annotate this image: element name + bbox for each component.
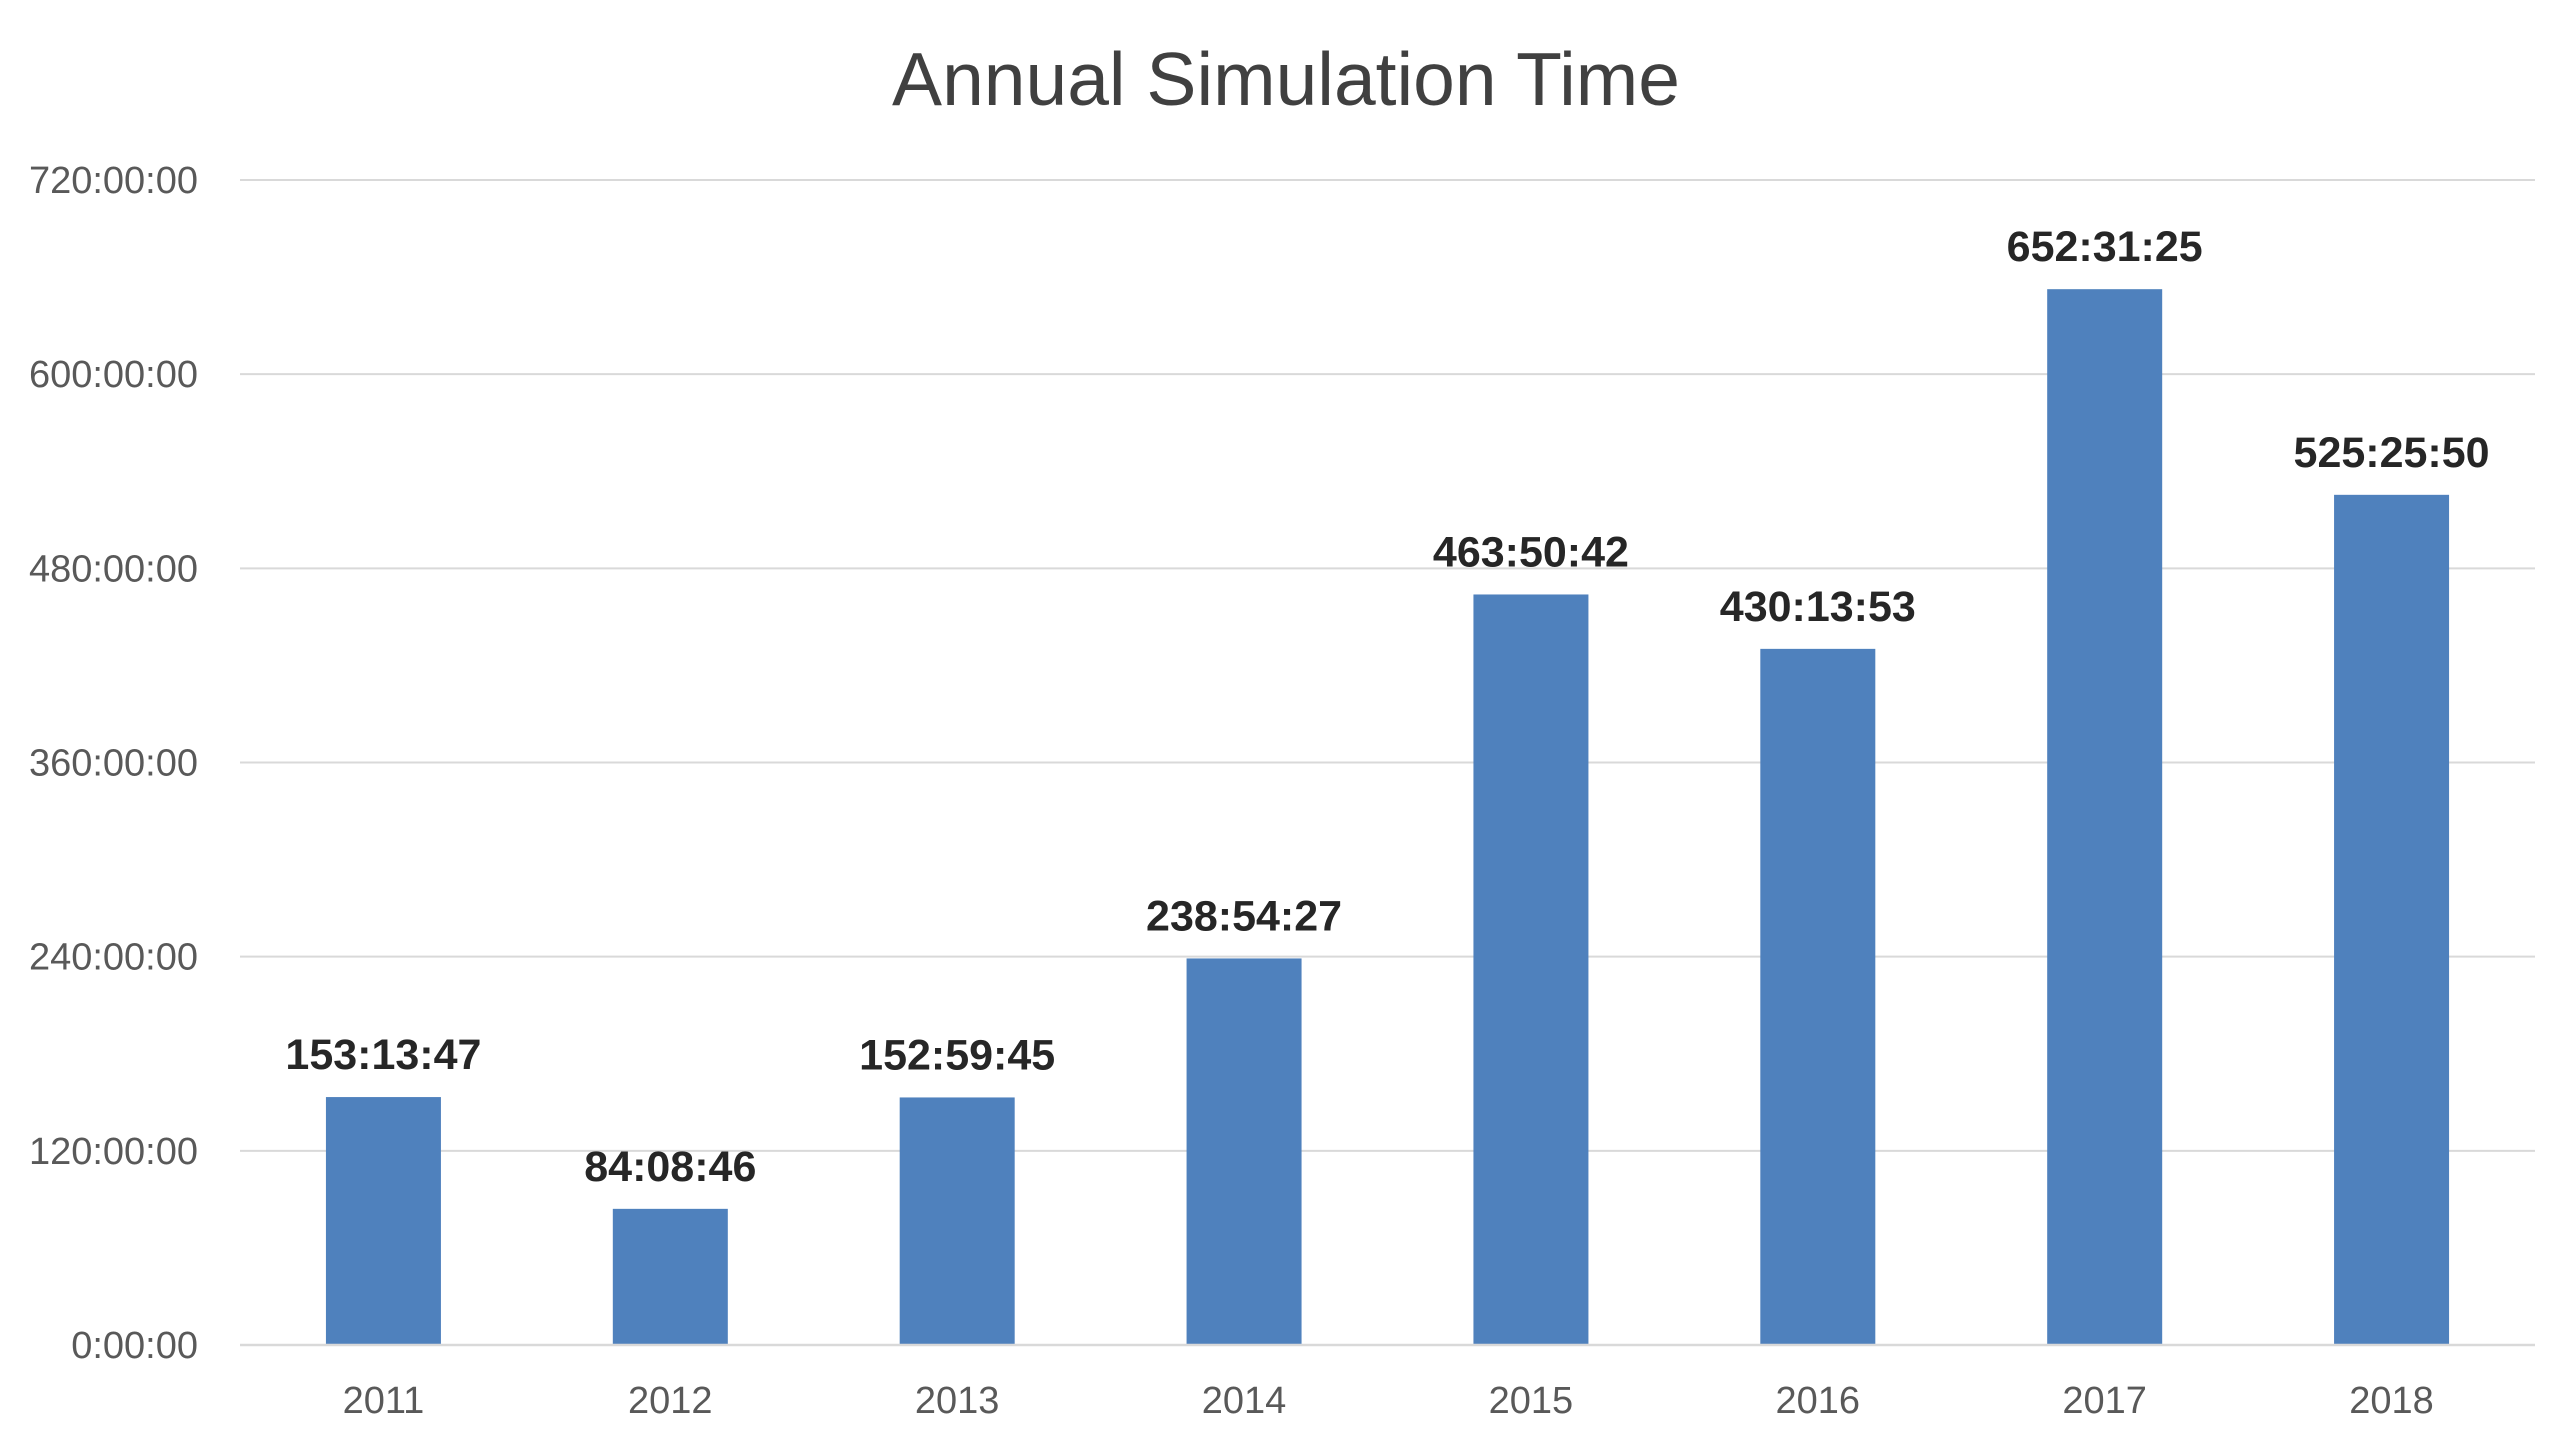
bar-2017 (2047, 289, 2163, 1346)
bar-2012 (612, 1208, 728, 1345)
data-label-2016: 430:13:53 (1720, 583, 1916, 631)
data-label-2011: 153:13:47 (285, 1031, 481, 1079)
x-tick-label-2011: 2011 (343, 1380, 425, 1422)
y-axis-tick-labels: 0:00:00 120:00:00 240:00:00 360:00:00 480:00… (29, 160, 198, 1367)
data-label-2017: 652:31:25 (2007, 223, 2203, 271)
x-axis-tick-labels: 2011 2012 2013 2014 2015 2016 2017 2018 (343, 1380, 2434, 1422)
bar-2011 (325, 1097, 441, 1345)
data-label-2015: 463:50:42 (1433, 528, 1629, 576)
chart-title: Annual Simulation Time (892, 37, 1680, 121)
y-tick-label: 720:00:00 (29, 160, 198, 202)
bar-2014 (1186, 958, 1302, 1345)
gridlines (240, 179, 2535, 1152)
bar-2013 (899, 1097, 1015, 1345)
x-tick-label-2018: 2018 (2349, 1380, 2434, 1422)
bar-2018 (2334, 494, 2450, 1345)
y-tick-label: 360:00:00 (29, 743, 198, 785)
bar-2016 (1760, 648, 1876, 1345)
y-tick-label: 240:00:00 (29, 937, 198, 979)
data-label-2014: 238:54:27 (1146, 892, 1342, 940)
data-label-2013: 152:59:45 (859, 1031, 1055, 1079)
y-tick-label: 120:00:00 (29, 1131, 198, 1173)
bars (325, 289, 2450, 1346)
x-tick-label-2016: 2016 (1776, 1380, 1861, 1422)
x-tick-label-2012: 2012 (628, 1380, 713, 1422)
y-tick-label: 0:00:00 (71, 1325, 198, 1367)
data-labels: 153:13:47 84:08:46 152:59:45 238:54:27 463:5… (285, 223, 2489, 1191)
bar-2015 (1473, 594, 1589, 1345)
x-tick-label-2015: 2015 (1489, 1380, 1574, 1422)
data-label-2012: 84:08:46 (584, 1143, 756, 1191)
x-tick-label-2014: 2014 (1202, 1380, 1287, 1422)
y-tick-label: 480:00:00 (29, 548, 198, 590)
x-tick-label-2017: 2017 (2062, 1380, 2147, 1422)
data-label-2018: 525:25:50 (2294, 429, 2490, 477)
y-tick-label: 600:00:00 (29, 354, 198, 396)
x-tick-label-2013: 2013 (915, 1380, 1000, 1422)
